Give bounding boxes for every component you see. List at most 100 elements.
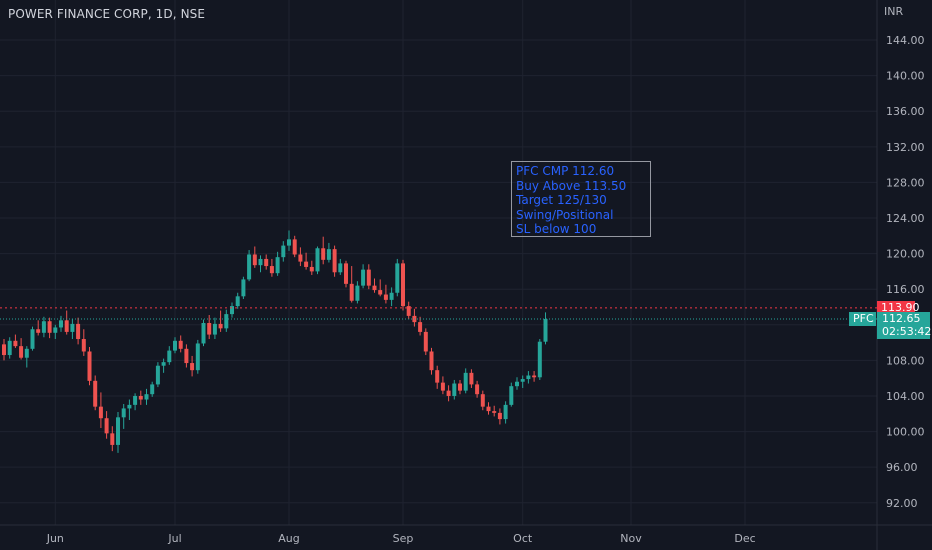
grid bbox=[0, 0, 877, 525]
candle bbox=[269, 258, 274, 277]
candle-body bbox=[224, 314, 229, 329]
candle-body bbox=[509, 386, 514, 405]
candle bbox=[47, 317, 52, 339]
candle-body bbox=[406, 306, 411, 316]
candle bbox=[133, 393, 138, 411]
candle-body bbox=[378, 290, 383, 295]
candle-body bbox=[383, 294, 388, 300]
candle bbox=[520, 375, 525, 388]
candle bbox=[167, 346, 172, 365]
candle bbox=[212, 317, 217, 340]
candle bbox=[241, 276, 246, 299]
time-axis[interactable]: Jun Jul Aug Sep Oct Nov Dec bbox=[46, 532, 756, 545]
candle bbox=[383, 284, 388, 304]
price-tick-label: 144.00 bbox=[886, 34, 925, 47]
candle bbox=[173, 337, 177, 354]
candle-body bbox=[104, 418, 109, 434]
countdown-timer: 02:53:42 bbox=[882, 325, 932, 338]
candle bbox=[515, 377, 519, 390]
candle-body bbox=[458, 383, 462, 391]
candle bbox=[70, 318, 75, 340]
candle-body bbox=[13, 340, 18, 347]
candle bbox=[19, 338, 24, 360]
candle-body bbox=[423, 331, 428, 352]
candle bbox=[150, 381, 155, 397]
price-axis[interactable]: 92.0096.00100.00104.00108.00112.00116.00… bbox=[886, 34, 925, 510]
candle-body bbox=[418, 322, 423, 332]
candle bbox=[446, 385, 451, 402]
candle bbox=[247, 250, 252, 282]
candle-body bbox=[47, 321, 52, 333]
candle bbox=[53, 324, 58, 340]
candle bbox=[59, 315, 63, 332]
candle bbox=[486, 402, 491, 415]
candle bbox=[36, 320, 41, 336]
last-price-value: 112.65 bbox=[882, 312, 921, 325]
candle bbox=[475, 380, 480, 398]
candle-body bbox=[515, 381, 519, 387]
price-tick-label: 124.00 bbox=[886, 212, 925, 225]
candle-body bbox=[355, 285, 360, 301]
candle-body bbox=[269, 266, 274, 274]
candle-body bbox=[76, 323, 81, 340]
time-tick-label: Aug bbox=[278, 532, 299, 545]
text-annotation[interactable]: PFC CMP 112.60 Buy Above 113.50 Target 1… bbox=[511, 161, 651, 237]
candle bbox=[24, 346, 29, 368]
candle-body bbox=[401, 263, 405, 307]
candle-body bbox=[463, 372, 468, 391]
candle bbox=[378, 279, 383, 297]
candle bbox=[480, 390, 485, 411]
candle bbox=[338, 258, 343, 275]
price-tick-label: 140.00 bbox=[886, 70, 925, 83]
candle bbox=[372, 278, 377, 293]
time-tick-label: Jun bbox=[46, 532, 64, 545]
candle bbox=[389, 287, 394, 307]
candle-body bbox=[133, 395, 138, 405]
candle bbox=[81, 329, 86, 356]
candle bbox=[110, 426, 115, 452]
candle-body bbox=[247, 254, 252, 280]
candle-body bbox=[116, 417, 120, 445]
candle-body bbox=[127, 404, 132, 409]
price-tick-label: 92.00 bbox=[886, 497, 918, 510]
candle-body bbox=[167, 350, 172, 363]
candle-body bbox=[59, 320, 63, 328]
candle-body bbox=[24, 348, 29, 358]
candle bbox=[7, 337, 12, 359]
candle-body bbox=[440, 382, 445, 391]
candle-body bbox=[36, 329, 41, 333]
candle-body bbox=[503, 404, 508, 420]
candle-body bbox=[344, 263, 348, 284]
candle-body bbox=[93, 380, 98, 407]
candle-body bbox=[173, 340, 177, 351]
candle-body bbox=[292, 239, 297, 255]
candle-body bbox=[241, 279, 246, 297]
candle bbox=[155, 362, 160, 388]
time-tick-label: Oct bbox=[513, 532, 533, 545]
candle bbox=[418, 316, 423, 336]
candle-body bbox=[258, 258, 263, 266]
candle bbox=[218, 310, 223, 332]
candle-body bbox=[321, 248, 326, 260]
candle bbox=[178, 335, 183, 353]
candle-body bbox=[7, 340, 12, 356]
candle-body bbox=[429, 351, 434, 371]
candle-body bbox=[537, 341, 542, 378]
candle bbox=[127, 399, 132, 420]
candle-body bbox=[230, 306, 234, 315]
candle-body bbox=[81, 339, 86, 352]
candle-body bbox=[446, 390, 451, 396]
candle bbox=[435, 365, 440, 389]
candle bbox=[395, 258, 400, 297]
candle bbox=[104, 411, 109, 439]
candle-body bbox=[526, 375, 531, 380]
candle bbox=[543, 312, 548, 345]
candle bbox=[469, 369, 474, 388]
candle bbox=[64, 310, 69, 335]
candle bbox=[184, 344, 189, 368]
candle-body bbox=[475, 384, 480, 395]
candle-body bbox=[218, 323, 223, 329]
candle bbox=[144, 388, 149, 405]
price-tick-label: 120.00 bbox=[886, 248, 925, 261]
